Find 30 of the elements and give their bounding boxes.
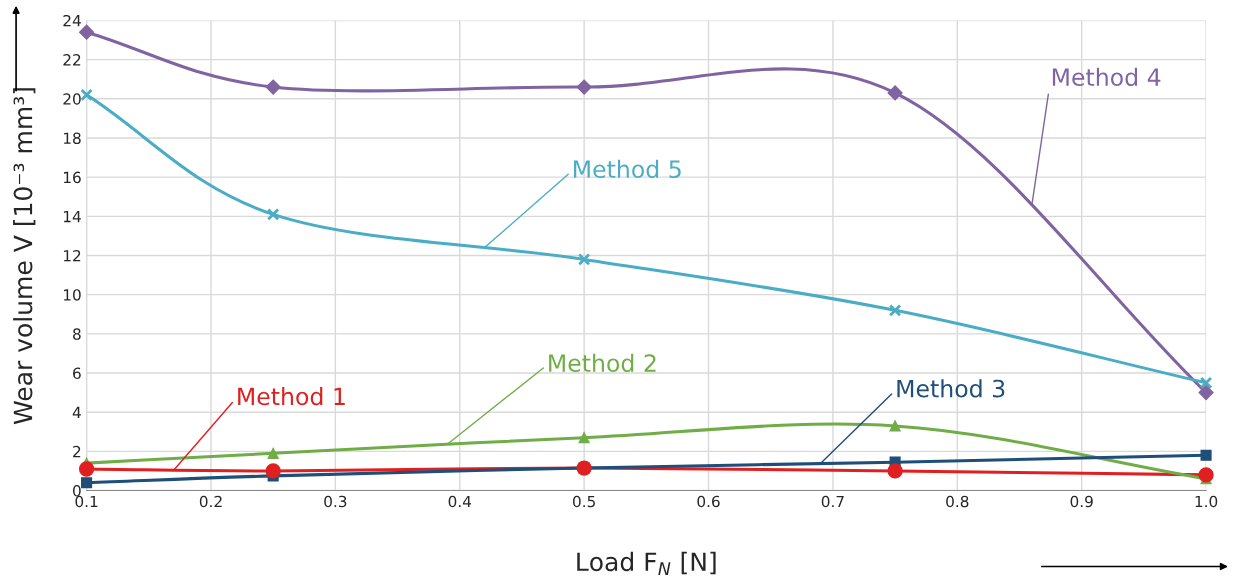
y-tick-label: 2: [73, 445, 81, 458]
y-tick-label: 18: [63, 132, 81, 144]
x-tick-label: 1.0: [1195, 495, 1218, 508]
text: Method 2: [549, 353, 656, 373]
y-axis-title: Wear volume V [10⁻³ mm³]: [13, 88, 36, 425]
y-tick-label: 12: [63, 249, 81, 262]
y-tick-label: 10: [63, 289, 81, 301]
x-tick-label: 0.7: [821, 495, 844, 508]
x-tick-label: 0.4: [448, 495, 472, 508]
y-tick-label: 6: [73, 367, 81, 380]
x-tick-label: 0.9: [1070, 495, 1093, 508]
x-tick-label: 0.2: [199, 495, 222, 508]
x-tick-label: 0.5: [573, 495, 595, 508]
x-tick-label: 0.6: [697, 495, 720, 508]
text: Method 4: [1052, 67, 1161, 87]
x-axis-title: Load F$_{N}$ [N]: [577, 551, 716, 575]
y-tick-label: 4: [72, 406, 81, 419]
x-tick-label: 0.1: [75, 495, 98, 508]
y-tick-label: 20: [63, 93, 81, 105]
text: Method 5: [574, 159, 681, 179]
x-tick-label: 0.8: [946, 495, 969, 508]
y-tick-label: 16: [63, 171, 81, 184]
text: Method 3: [897, 379, 1005, 398]
text: Method 1: [238, 387, 345, 406]
y-tick-label: 14: [63, 210, 81, 223]
y-tick-label: 24: [63, 14, 81, 27]
y-tick-label: 8: [73, 328, 81, 340]
x-tick-label: 0.3: [324, 495, 347, 508]
y-tick-label: 22: [63, 54, 81, 66]
y-tick-label: 0: [73, 485, 81, 497]
